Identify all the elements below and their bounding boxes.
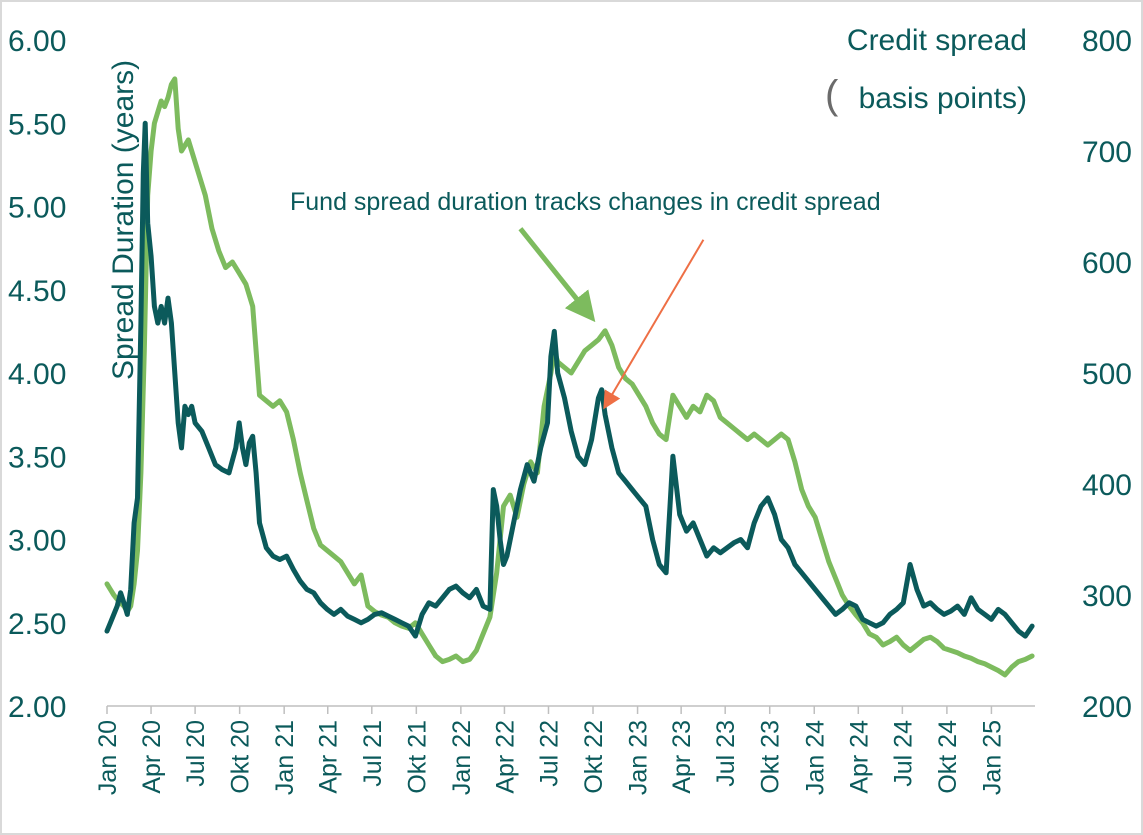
arrow-layer xyxy=(518,227,705,410)
left-axis-ticks: 2.00 2.50 3.00 3.50 4.00 4.50 5.00 5.50 6.00 xyxy=(8,25,66,724)
credit-spread-line xyxy=(104,76,1035,678)
left-tick-label: 5.00 xyxy=(8,192,66,225)
x-axis-ticks: Jan 20 Apr 20 Jul 20 Okt 20 Jan 21 Apr 21 Jul … xyxy=(94,706,1006,795)
annotation-text: Fund spread duration tracks changes in c… xyxy=(290,188,881,216)
x-tick-label: Okt 23 xyxy=(757,720,785,794)
left-tick-label: 3.00 xyxy=(8,525,66,558)
annotation-arrow-green xyxy=(518,227,596,323)
left-tick-label: 4.50 xyxy=(8,275,66,308)
right-tick-label: 400 xyxy=(1082,469,1132,502)
x-tick-label: Apr 24 xyxy=(845,720,873,794)
x-tick-label: Jul 21 xyxy=(359,720,387,787)
left-tick-label: 6.00 xyxy=(8,25,66,58)
right-tick-label: 500 xyxy=(1082,358,1132,391)
right-axis-title-line1: Credit spread xyxy=(847,24,1027,57)
x-tick-label: Apr 20 xyxy=(138,720,166,794)
series-layer xyxy=(104,76,1035,678)
spread-duration-line xyxy=(104,120,1035,639)
x-tick-label: Jan 21 xyxy=(271,720,299,795)
right-tick-label: 600 xyxy=(1082,247,1132,280)
right-tick-label: 200 xyxy=(1082,691,1132,724)
x-tick-label: Jan 23 xyxy=(625,720,653,795)
x-tick-label: Jul 22 xyxy=(535,720,563,787)
left-tick-label: 3.50 xyxy=(8,441,66,474)
x-tick-label: Okt 20 xyxy=(227,720,255,794)
x-tick-label: Apr 22 xyxy=(491,720,519,794)
right-tick-label: 300 xyxy=(1082,580,1132,613)
left-tick-label: 5.50 xyxy=(8,108,66,141)
x-tick-label: Jan 20 xyxy=(94,720,122,795)
left-tick-label: 4.00 xyxy=(8,358,66,391)
x-tick-label: Jul 20 xyxy=(182,720,210,787)
x-tick-label: Jan 24 xyxy=(801,720,829,795)
left-tick-label: 2.50 xyxy=(8,608,66,641)
x-tick-label: Jan 22 xyxy=(448,720,476,795)
right-axis-title-paren: ( xyxy=(825,73,839,117)
x-tick-label: Apr 23 xyxy=(668,720,696,794)
annotation-arrow-orange xyxy=(603,239,705,410)
right-axis-title-line2: basis points) xyxy=(859,82,1027,115)
x-tick-label: Okt 21 xyxy=(403,720,431,794)
left-axis-title: Spread Duration (years) xyxy=(107,60,140,380)
x-tick-label: Okt 22 xyxy=(580,720,608,794)
x-tick-label: Jul 23 xyxy=(712,720,740,787)
right-axis-ticks: 200 300 400 500 600 700 800 xyxy=(1082,25,1132,724)
x-tick-label: Jan 25 xyxy=(978,720,1006,795)
x-tick-label: Apr 21 xyxy=(315,720,343,794)
right-tick-label: 700 xyxy=(1082,136,1132,169)
x-tick-label: Jul 24 xyxy=(889,720,917,787)
left-tick-label: 2.00 xyxy=(8,691,66,724)
x-tick-label: Okt 24 xyxy=(934,720,962,794)
right-tick-label: 800 xyxy=(1082,25,1132,58)
